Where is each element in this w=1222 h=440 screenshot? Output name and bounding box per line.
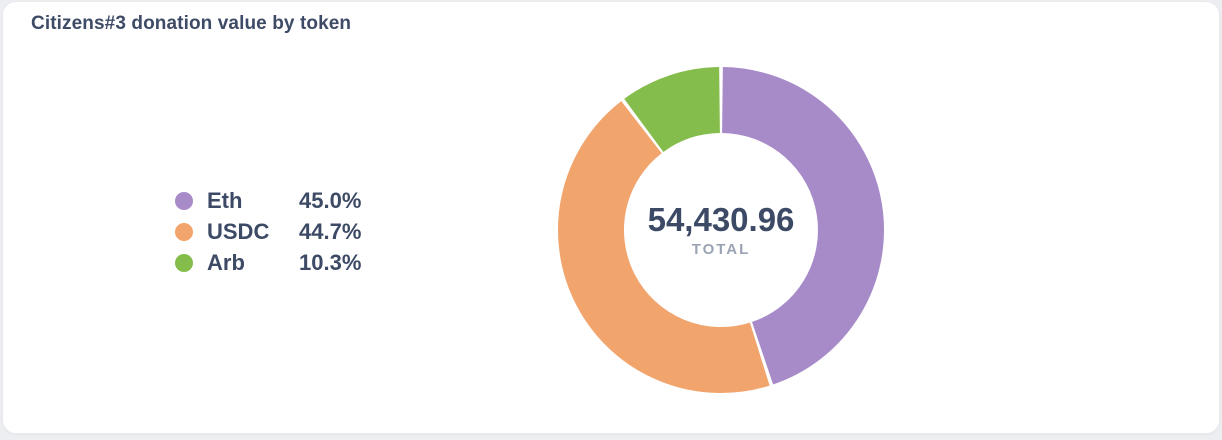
legend-label-usdc: USDC [207, 218, 270, 244]
card-title: Citizens#3 donation value by token [31, 13, 352, 34]
donut-segment-arb[interactable] [624, 67, 721, 153]
legend-item-arb[interactable]: Arb 10.3% [175, 247, 361, 278]
legend-label-arb: Arb [207, 249, 245, 275]
legend-label-eth: Eth [207, 187, 243, 213]
donut-segment-eth[interactable] [721, 67, 884, 385]
legend-dot-eth [175, 191, 193, 210]
legend-item-eth[interactable]: Eth 45.0% [175, 185, 361, 216]
legend-dot-arb [175, 253, 193, 272]
legend-percent-arb: 10.3% [299, 249, 362, 275]
legend-dot-usdc [175, 222, 193, 241]
donut-svg [558, 67, 884, 393]
legend-percent-eth: 45.0% [299, 187, 362, 213]
legend-percent-usdc: 44.7% [299, 218, 362, 244]
donut-segment-usdc[interactable] [558, 101, 770, 393]
legend-item-usdc[interactable]: USDC 44.7% [175, 216, 361, 247]
chart-legend: Eth 45.0% USDC 44.7% Arb 10.3% [175, 185, 361, 278]
donut-chart: 54,430.96 TOTAL [551, 60, 891, 400]
